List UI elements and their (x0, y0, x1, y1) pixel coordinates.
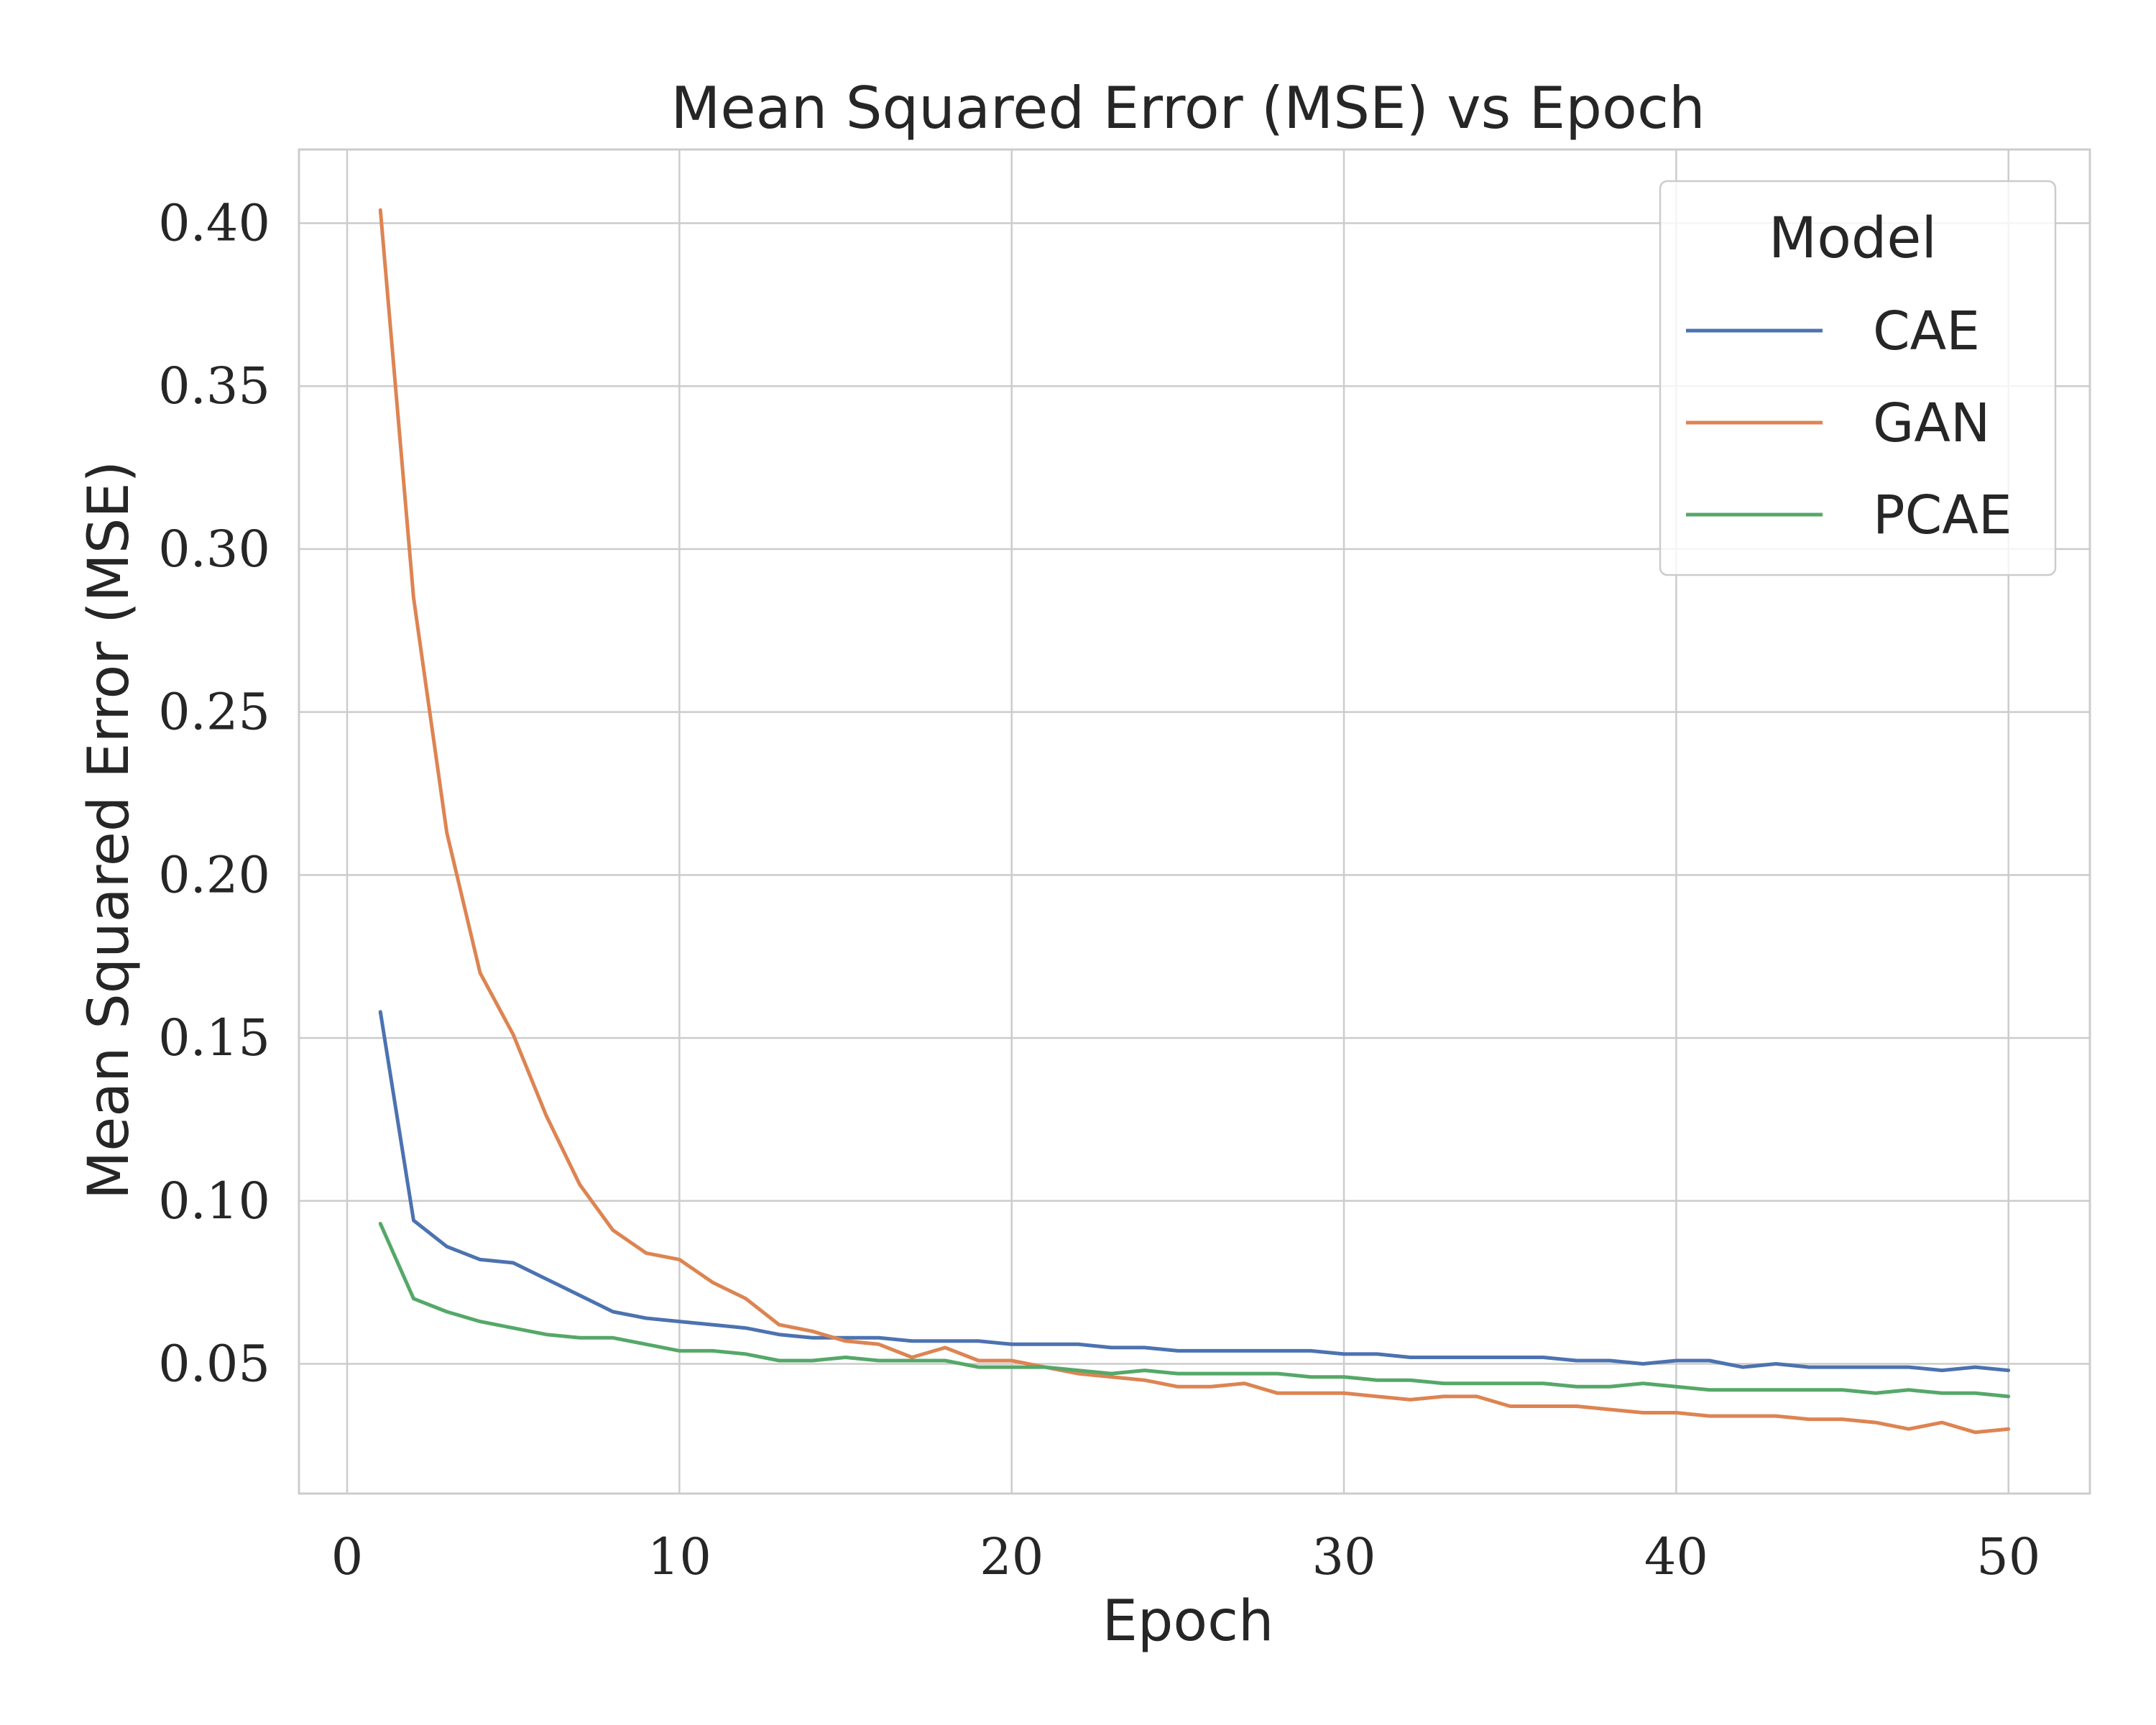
x-tick-label: 40 (1644, 1527, 1708, 1586)
y-tick-label: 0.05 (158, 1335, 270, 1394)
x-tick-label: 20 (980, 1527, 1044, 1586)
x-tick-label: 30 (1312, 1527, 1376, 1586)
chart-title: Mean Squared Error (MSE) vs Epoch (671, 75, 1705, 142)
legend-label-cae: CAE (1873, 300, 1980, 362)
series-line-cae (378, 1010, 2011, 1373)
y-tick-label: 0.30 (158, 520, 270, 579)
x-axis-label: Epoch (1102, 1589, 1274, 1654)
x-tick-label: 0 (331, 1527, 364, 1586)
x-tick-label: 10 (648, 1527, 711, 1586)
legend-entries: CAE GAN PCAE (1686, 300, 2012, 546)
plot-frame (298, 148, 2091, 1495)
y-tick-label: 0.15 (158, 1008, 270, 1067)
x-tick-label: 50 (1976, 1527, 2040, 1586)
y-tick-label: 0.40 (158, 193, 270, 252)
series-lines (378, 208, 2011, 1435)
y-tick-label: 0.20 (158, 845, 270, 904)
series-line-pcae (378, 1222, 2011, 1399)
y-tick-label: 0.25 (158, 683, 270, 742)
y-axis-label: Mean Squared Error (MSE) (77, 461, 142, 1200)
y-tick-label: 0.35 (158, 356, 270, 415)
legend-box (1659, 180, 2057, 576)
series-line-gan (378, 208, 2011, 1435)
y-tick-label: 0.10 (158, 1172, 270, 1230)
tick-labels: 0 10 20 30 40 50 0.05 0.10 0.15 0.20 0.25 0.30 0.35 0… (158, 193, 2040, 1586)
legend-title: Model (1769, 206, 1937, 271)
legend: Model CAE GAN PCAE (1659, 180, 2057, 576)
legend-label-gan: GAN (1873, 392, 1990, 454)
legend-label-pcae: PCAE (1873, 484, 2012, 546)
